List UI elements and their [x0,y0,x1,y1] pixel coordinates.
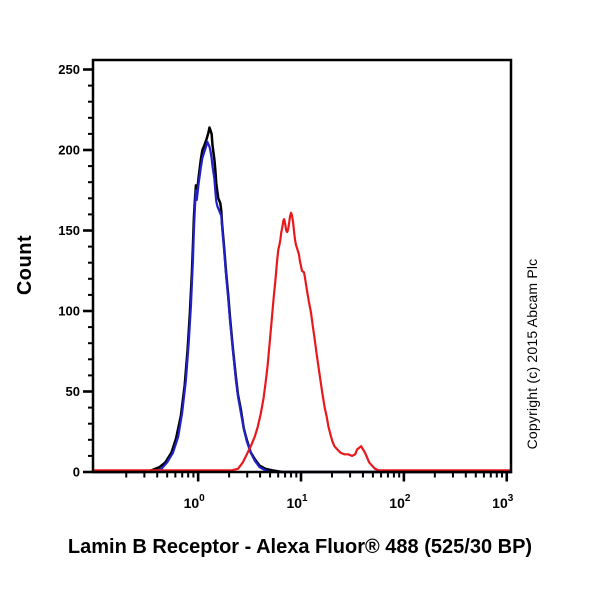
plot-frame [91,58,513,474]
y-tick-label-100: 100 [58,304,80,319]
curve-control-blue [91,140,513,474]
y-tick-label-50: 50 [66,384,80,399]
x-tick-label-1e2: 102 [389,493,411,511]
copyright-text: Copyright (c) 2015 Abcam Plc [524,258,540,450]
x-tick-label-1e3: 103 [492,493,514,511]
y-axis-title: Count [14,234,36,296]
curve-lamin-b-receptor-red [91,211,513,472]
x-tick-label-1e1: 101 [286,493,308,511]
y-tick-label-150: 150 [58,223,80,238]
y-tick-label-250: 250 [58,62,80,77]
figure-title: Lamin B Receptor - Alexa Fluor® 488 (525… [67,536,533,558]
y-tick-label-0: 0 [73,465,80,480]
x-tick-label-1e0: 100 [184,493,206,511]
y-tick-label-200: 200 [58,143,80,158]
curve-control-black [91,126,513,474]
